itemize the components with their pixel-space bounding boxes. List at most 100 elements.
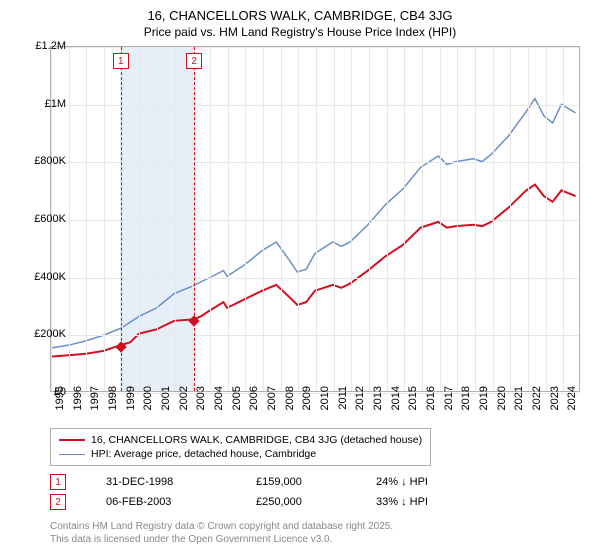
gridline-v <box>175 47 176 391</box>
chart-legend: 16, CHANCELLORS WALK, CAMBRIDGE, CB4 3JG… <box>50 428 431 466</box>
legend-swatch-hpi <box>59 454 85 455</box>
x-axis-label: 2020 <box>496 386 508 426</box>
x-axis-label: 2005 <box>231 386 243 426</box>
sale-marker-box: 2 <box>186 53 202 69</box>
x-axis-label: 2018 <box>460 386 472 426</box>
gridline-v <box>475 47 476 391</box>
series-hpi <box>51 99 576 348</box>
x-axis-label: 2023 <box>549 386 561 426</box>
x-axis-label: 2022 <box>531 386 543 426</box>
y-axis-label: £400K <box>6 271 66 283</box>
gridline-v <box>316 47 317 391</box>
sale-row-num: 2 <box>50 494 66 510</box>
gridline-v <box>440 47 441 391</box>
gridline-v <box>493 47 494 391</box>
chart-lines-svg <box>51 47 579 391</box>
x-axis-label: 2021 <box>513 386 525 426</box>
x-axis-label: 2006 <box>248 386 260 426</box>
y-axis-label: £1.2M <box>6 40 66 52</box>
gridline-h <box>51 105 579 106</box>
gridline-v <box>510 47 511 391</box>
chart-subtitle: Price paid vs. HM Land Registry's House … <box>0 23 600 39</box>
y-axis-label: £200K <box>6 328 66 340</box>
x-axis-label: 1996 <box>72 386 84 426</box>
gridline-v <box>139 47 140 391</box>
x-axis-label: 2016 <box>425 386 437 426</box>
x-axis-label: 2002 <box>178 386 190 426</box>
gridline-v <box>210 47 211 391</box>
gridline-v <box>281 47 282 391</box>
x-axis-label: 2000 <box>142 386 154 426</box>
gridline-v <box>457 47 458 391</box>
gridline-v <box>404 47 405 391</box>
legend-label-property: 16, CHANCELLORS WALK, CAMBRIDGE, CB4 3JG… <box>91 434 422 446</box>
chart-plot-area: 12 <box>50 46 580 392</box>
x-axis-label: 2015 <box>407 386 419 426</box>
gridline-v <box>387 47 388 391</box>
chart-footer: Contains HM Land Registry data © Crown c… <box>50 520 393 546</box>
gridline-v <box>157 47 158 391</box>
gridline-v <box>528 47 529 391</box>
x-axis-label: 2004 <box>213 386 225 426</box>
x-axis-label: 2007 <box>266 386 278 426</box>
x-axis-label: 1995 <box>54 386 66 426</box>
x-axis-label: 2001 <box>160 386 172 426</box>
gridline-h <box>51 335 579 336</box>
gridline-v <box>422 47 423 391</box>
x-axis-label: 2014 <box>390 386 402 426</box>
footer-line-2: This data is licensed under the Open Gov… <box>50 533 393 546</box>
gridline-v <box>122 47 123 391</box>
legend-row-property: 16, CHANCELLORS WALK, CAMBRIDGE, CB4 3JG… <box>59 433 422 447</box>
gridline-v <box>351 47 352 391</box>
sale-marker-line <box>121 47 122 391</box>
legend-swatch-property <box>59 439 85 441</box>
x-axis-label: 1997 <box>89 386 101 426</box>
gridline-v <box>69 47 70 391</box>
gridline-h <box>51 220 579 221</box>
legend-row-hpi: HPI: Average price, detached house, Camb… <box>59 447 422 461</box>
gridline-v <box>245 47 246 391</box>
sale-row-price: £250,000 <box>256 496 336 508</box>
x-axis-label: 2012 <box>354 386 366 426</box>
x-axis-label: 2008 <box>284 386 296 426</box>
sale-row-date: 06-FEB-2003 <box>106 496 216 508</box>
legend-label-hpi: HPI: Average price, detached house, Camb… <box>91 448 316 460</box>
x-axis-label: 1999 <box>125 386 137 426</box>
sale-marker-box: 1 <box>113 53 129 69</box>
x-axis-label: 2009 <box>301 386 313 426</box>
gridline-v <box>563 47 564 391</box>
y-axis-label: £1M <box>6 98 66 110</box>
sale-row: 1 31-DEC-1998 £159,000 24% ↓ HPI <box>50 472 428 492</box>
gridline-v <box>298 47 299 391</box>
sale-row-price: £159,000 <box>256 476 336 488</box>
x-axis-label: 1998 <box>107 386 119 426</box>
sale-row: 2 06-FEB-2003 £250,000 33% ↓ HPI <box>50 492 428 512</box>
chart-title: 16, CHANCELLORS WALK, CAMBRIDGE, CB4 3JG <box>0 0 600 23</box>
gridline-v <box>369 47 370 391</box>
sale-row-date: 31-DEC-1998 <box>106 476 216 488</box>
sale-row-hpi-delta: 24% ↓ HPI <box>376 476 428 488</box>
series-property <box>51 185 576 357</box>
x-axis-label: 2013 <box>372 386 384 426</box>
gridline-h <box>51 162 579 163</box>
x-axis-label: 2003 <box>195 386 207 426</box>
sale-row-num: 1 <box>50 474 66 490</box>
x-axis-label: 2011 <box>337 386 349 426</box>
gridline-v <box>334 47 335 391</box>
x-axis-label: 2024 <box>566 386 578 426</box>
gridline-v <box>546 47 547 391</box>
x-axis-label: 2017 <box>443 386 455 426</box>
sales-table: 1 31-DEC-1998 £159,000 24% ↓ HPI 2 06-FEB-200… <box>50 472 428 512</box>
gridline-v <box>228 47 229 391</box>
y-axis-label: £600K <box>6 213 66 225</box>
gridline-h <box>51 278 579 279</box>
x-axis-label: 2010 <box>319 386 331 426</box>
y-axis-label: £800K <box>6 155 66 167</box>
sale-marker-line <box>194 47 195 391</box>
footer-line-1: Contains HM Land Registry data © Crown c… <box>50 520 393 533</box>
x-axis-label: 2019 <box>478 386 490 426</box>
gridline-v <box>104 47 105 391</box>
sale-row-hpi-delta: 33% ↓ HPI <box>376 496 428 508</box>
gridline-v <box>86 47 87 391</box>
gridline-v <box>263 47 264 391</box>
